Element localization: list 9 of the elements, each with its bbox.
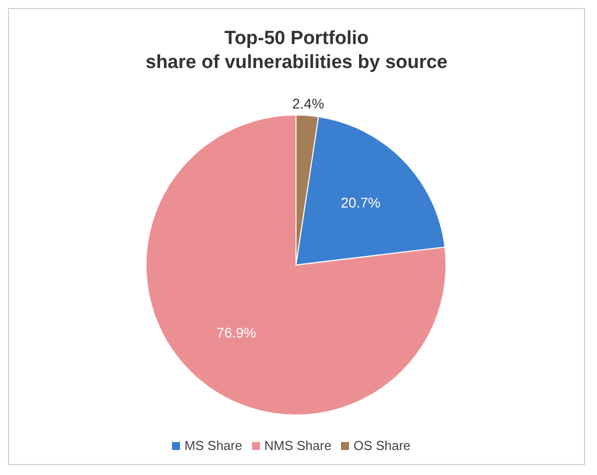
legend-label: NMS Share — [264, 438, 332, 453]
data-label: 2.4% — [292, 95, 324, 112]
data-label: 20.7% — [340, 194, 380, 210]
chart-title: Top-50 Portfolio — [223, 27, 370, 51]
legend-label: OS Share — [353, 438, 411, 453]
legend-label: MS Share — [184, 438, 242, 453]
data-label: 76.9% — [216, 324, 256, 340]
chart-subtitle: share of vulnerabilities by source — [144, 51, 448, 75]
pie-slice — [146, 114, 446, 416]
